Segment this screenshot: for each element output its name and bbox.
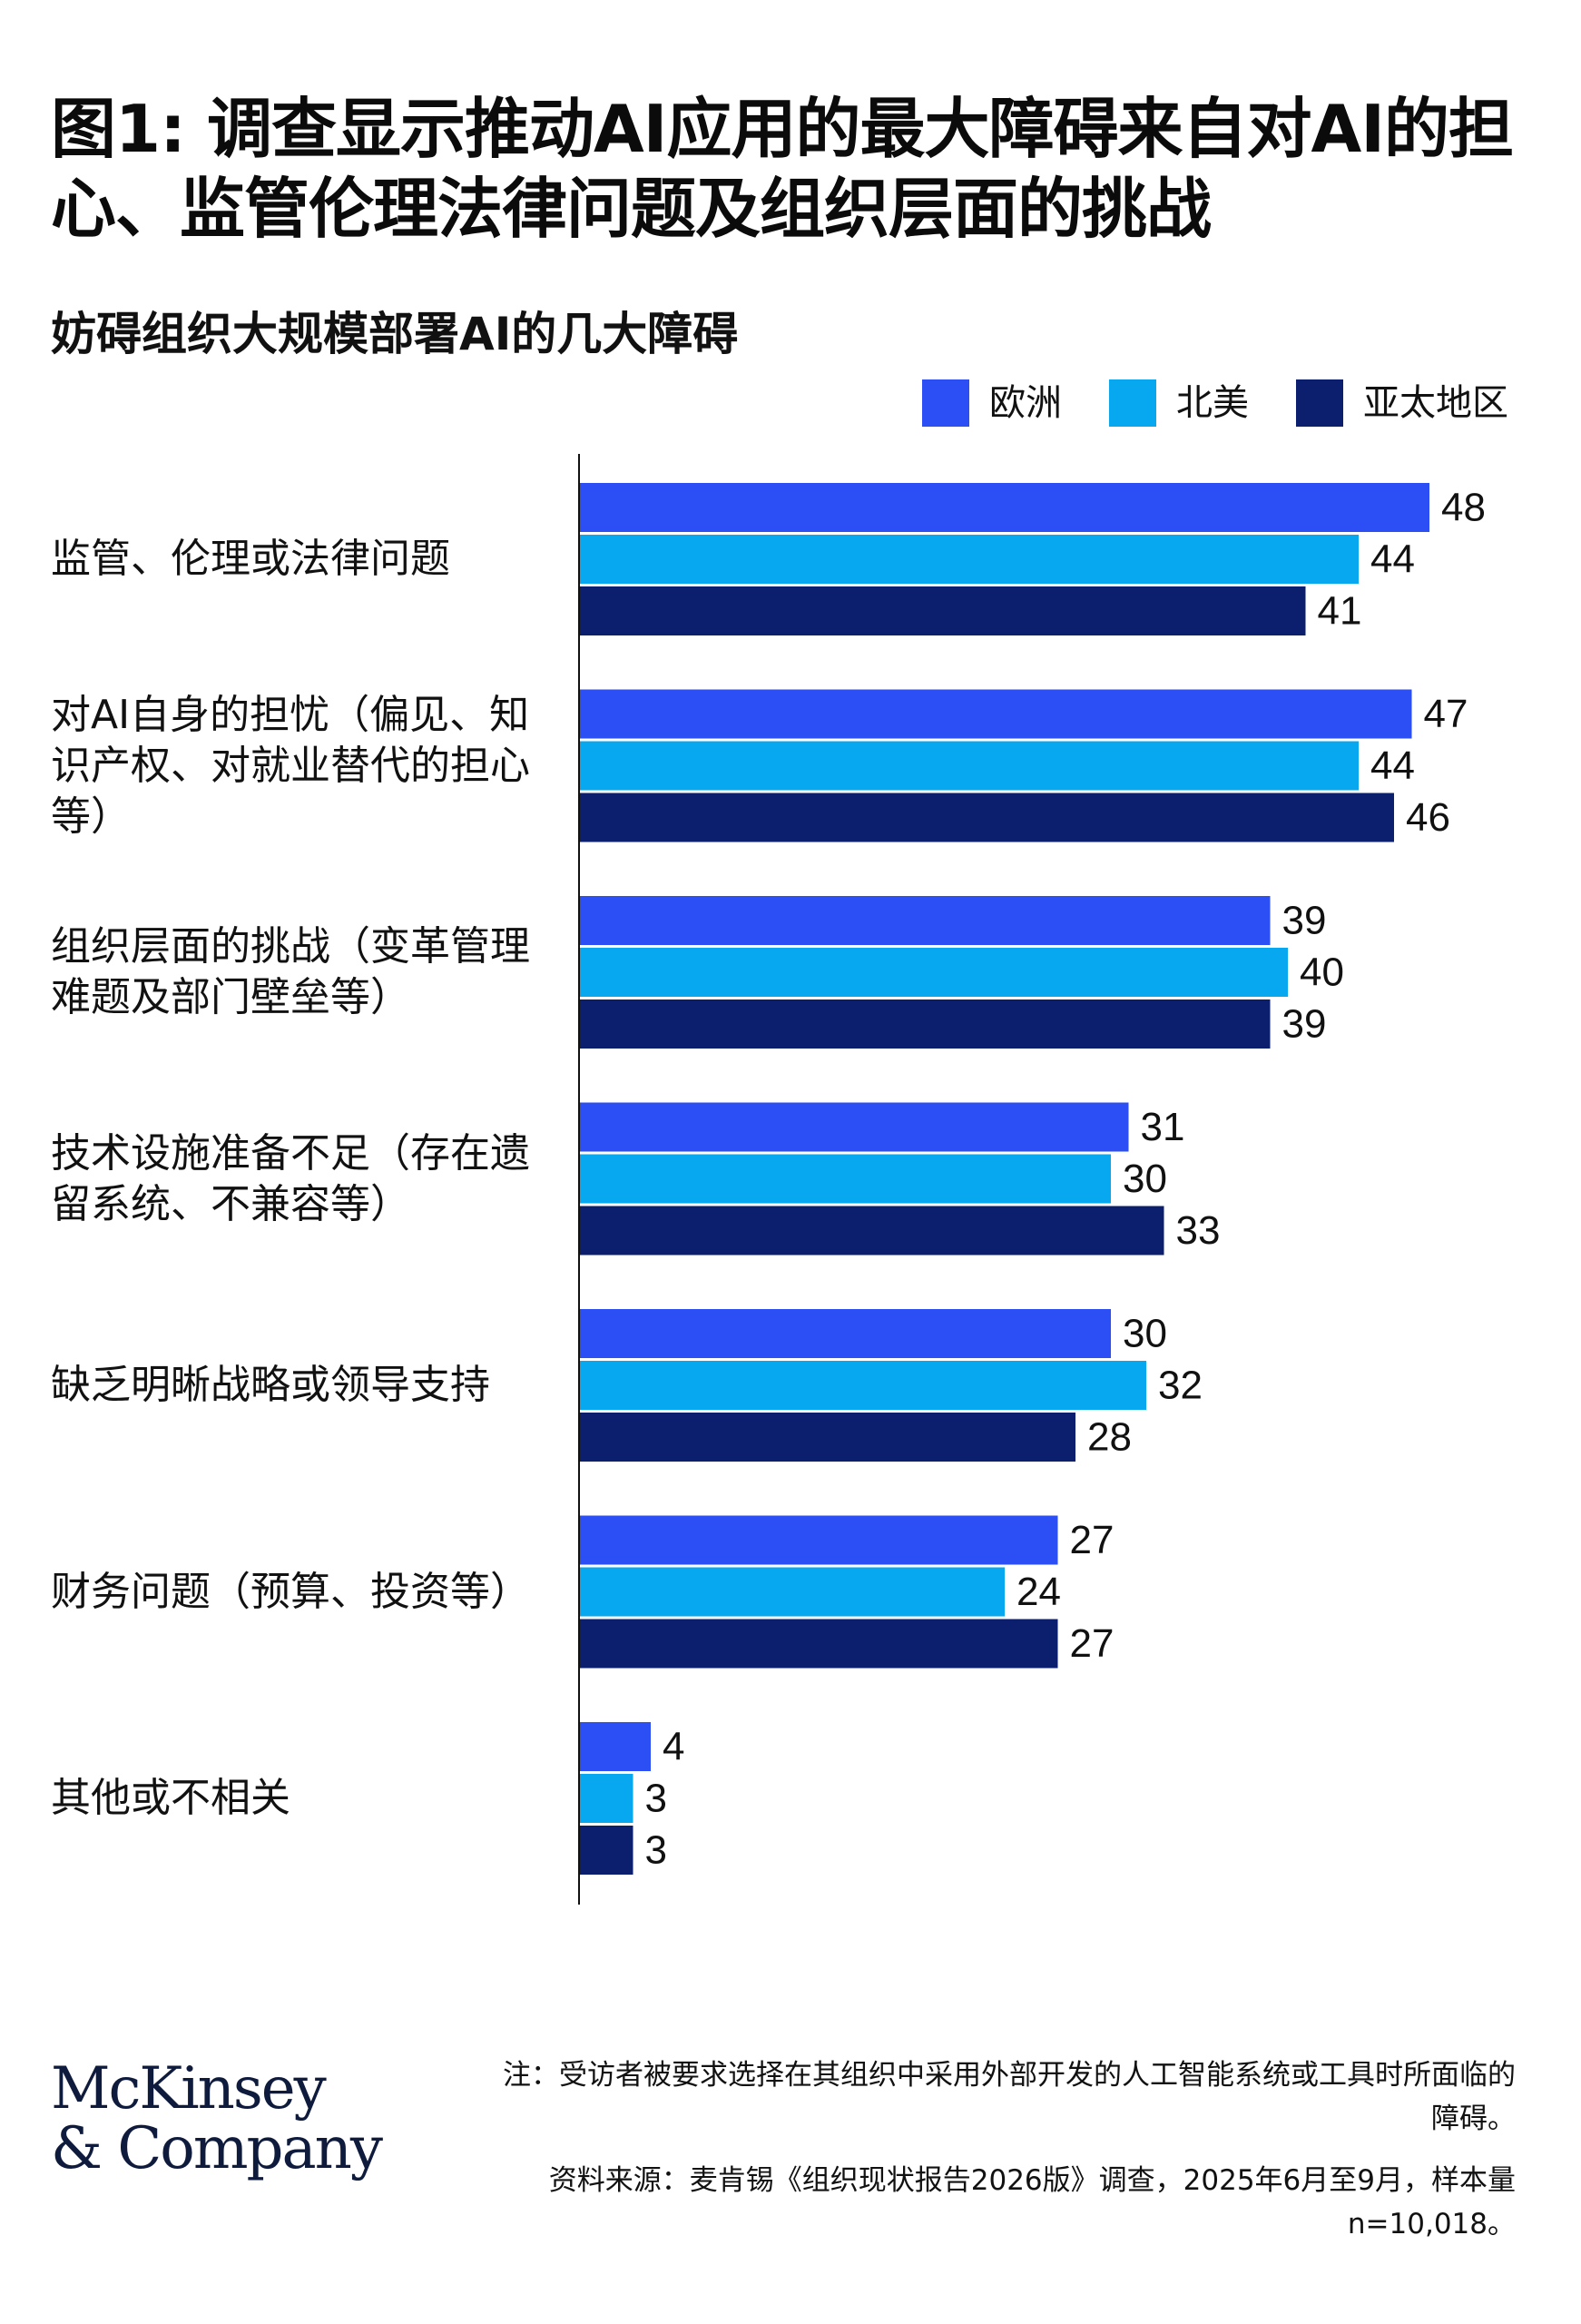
data-label: 28 <box>1087 1415 1132 1460</box>
logo-line-2: & Company <box>51 2115 383 2182</box>
data-label: 47 <box>1424 692 1468 736</box>
bar <box>580 741 1359 791</box>
page-title: 图1: 调查显示推动AI应用的最大障碍来自对AI的担心、监管伦理法律问题及组织层… <box>51 91 1514 247</box>
data-label: 44 <box>1370 537 1415 582</box>
data-label: 3 <box>645 1828 667 1873</box>
bar <box>580 1567 1005 1617</box>
data-label: 44 <box>1370 743 1415 788</box>
bar <box>580 535 1359 584</box>
bar <box>580 1826 633 1875</box>
footer-notes: 注：受访者被要求选择在其组织中采用外部开发的人工智能系统或工具时所面临的障碍。 … <box>499 2053 1516 2264</box>
mckinsey-logo: McKinsey & Company <box>51 2055 383 2182</box>
bar <box>580 483 1429 532</box>
bar <box>580 1619 1058 1669</box>
bar <box>580 1413 1075 1462</box>
data-label: 27 <box>1070 1621 1115 1666</box>
data-label: 24 <box>1016 1570 1061 1614</box>
data-label: 31 <box>1141 1105 1185 1149</box>
bar <box>580 896 1271 945</box>
category-label: 财务问题（预算、投资等） <box>51 1568 530 1615</box>
data-label: 48 <box>1441 486 1486 530</box>
data-label: 41 <box>1318 589 1362 634</box>
legend-item-north-america: 北美 <box>1109 379 1249 427</box>
category-label: 其他或不相关 <box>51 1775 290 1821</box>
data-label: 33 <box>1176 1208 1221 1253</box>
logo-line-1: McKinsey <box>51 2055 327 2122</box>
category-label: 技术设施准备不足（存在遗留系统、不兼容等） <box>51 1129 530 1227</box>
data-label: 39 <box>1282 899 1327 943</box>
legend-swatch-asia-pacific <box>1296 379 1343 427</box>
chart-legend: 欧洲 北美 亚太地区 <box>922 379 1508 427</box>
legend-label-asia-pacific: 亚太地区 <box>1363 382 1508 424</box>
data-label: 30 <box>1123 1312 1167 1356</box>
data-label: 40 <box>1300 950 1344 995</box>
bar <box>580 948 1288 997</box>
legend-swatch-north-america <box>1109 379 1156 427</box>
bar <box>580 1000 1271 1049</box>
bar <box>580 586 1306 635</box>
category-label: 组织层面的挑战（变革管理难题及部门壁垒等） <box>51 923 530 1020</box>
bar <box>580 1774 633 1823</box>
data-label: 32 <box>1158 1364 1203 1408</box>
data-label: 30 <box>1123 1157 1167 1201</box>
bar <box>580 793 1394 842</box>
legend-label-europe: 欧洲 <box>989 382 1062 424</box>
legend-item-asia-pacific: 亚太地区 <box>1296 379 1508 427</box>
legend-swatch-europe <box>922 379 969 427</box>
category-label: 监管、伦理或法律问题 <box>51 536 450 582</box>
bar <box>580 1206 1164 1256</box>
category-label: 缺乏明晰战略或领导支持 <box>51 1362 490 1408</box>
data-label: 46 <box>1406 795 1450 840</box>
data-label: 4 <box>663 1725 684 1769</box>
data-label: 27 <box>1070 1518 1115 1562</box>
bar <box>580 1309 1111 1358</box>
bar <box>580 1361 1146 1410</box>
bar <box>580 1154 1111 1204</box>
bar <box>580 1722 651 1771</box>
legend-label-north-america: 北美 <box>1176 382 1249 424</box>
bar <box>580 689 1412 739</box>
footnote: 注：受访者被要求选择在其组织中采用外部开发的人工智能系统或工具时所面临的障碍。 <box>503 2059 1516 2135</box>
legend-item-europe: 欧洲 <box>922 379 1062 427</box>
source-note: 资料来源：麦肯锡《组织现状报告2026版》调查，2025年6月至9月，样本量n=… <box>548 2164 1516 2240</box>
bar <box>580 1102 1129 1152</box>
chart-subtitle: 妨碍组织大规模部署AI的几大障碍 <box>51 308 739 360</box>
bar <box>580 1515 1058 1565</box>
data-label: 3 <box>645 1777 667 1821</box>
data-label: 39 <box>1282 1002 1327 1047</box>
category-label: 对AI自身的担忧（偏见、知识产权、对就业替代的担心等） <box>51 691 530 840</box>
